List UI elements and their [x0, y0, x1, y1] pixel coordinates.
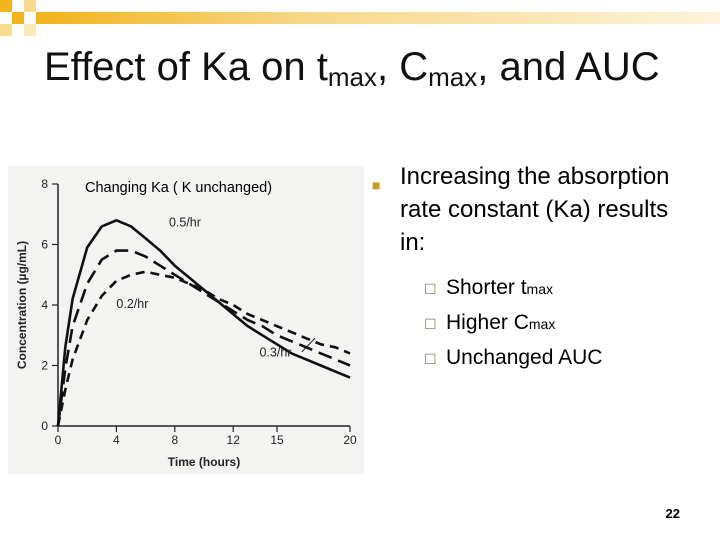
x-tick-label: 15: [270, 433, 284, 447]
checkbox-icon: ☐: [424, 351, 437, 367]
title-text: , and AUC: [477, 45, 660, 89]
sub-bullet-subscript: max: [526, 281, 553, 297]
square-bullet-icon: ■: [372, 177, 381, 193]
sub-bullet-item: ☐ Shorter t max: [424, 271, 712, 306]
checkbox-icon: ☐: [424, 281, 437, 297]
y-tick-label: 2: [41, 359, 48, 373]
series-line-1: [56, 219, 351, 427]
corner-square: [0, 24, 12, 36]
checkbox-icon: ☐: [424, 316, 437, 332]
sub-bullet-text: Higher C: [446, 311, 529, 334]
sub-bullet-text: Shorter t: [446, 276, 527, 299]
y-tick-label: 6: [41, 238, 48, 252]
curve-annotation: 0.2/hr: [116, 297, 148, 311]
series-line-3: [56, 270, 351, 427]
curve-annotation: 0.5/hr: [169, 215, 201, 229]
chart-svg: 0 2 4 6 8 0 4 8 12 15 20 Time (hours) Concentration …: [15, 177, 357, 469]
y-tick-label: 4: [41, 298, 48, 312]
corner-square: [12, 12, 24, 24]
bullet-text: Increasing the absorption rate constant …: [400, 163, 670, 256]
x-tick-label: 0: [55, 433, 62, 447]
x-tick-label: 4: [113, 433, 120, 447]
sub-bullet-text: Unchanged AUC: [446, 346, 603, 369]
sub-bullet-subscript: max: [528, 316, 556, 332]
x-tick-label: 8: [171, 433, 178, 447]
title-text: , C: [377, 45, 429, 89]
y-tick-label: 0: [41, 419, 48, 433]
title-text: Effect of Ka on t: [44, 45, 328, 89]
title-subscript: max: [327, 62, 378, 92]
x-tick-label: 20: [343, 433, 357, 447]
corner-square: [24, 24, 36, 36]
curve-annotation: 0.3/hr: [259, 345, 291, 359]
x-axis-label: Time (hours): [168, 455, 240, 469]
x-tick-label: 12: [227, 433, 241, 447]
slide-title: Effect of Ka on tmax, Cmax, and AUC: [44, 42, 684, 102]
sub-bullet-item: ☐ Unchanged AUC: [424, 341, 712, 376]
corner-square: [24, 0, 36, 12]
corner-square: [0, 0, 12, 12]
top-accent-bar: [36, 12, 720, 24]
annotation-pointer: [301, 337, 316, 353]
page-number: 22: [665, 506, 680, 521]
series-line-2: [56, 249, 351, 427]
concentration-time-chart: 0 2 4 6 8 0 4 8 12 15 20 Time (hours) Concentration …: [8, 166, 364, 474]
y-tick-label: 8: [41, 177, 48, 191]
bullet-list: ■ Increasing the absorption rate constan…: [372, 160, 712, 376]
bullet-item: ■ Increasing the absorption rate constan…: [372, 160, 712, 259]
chart-caption: Changing Ka ( K unchanged): [85, 180, 273, 196]
y-axis-label: Concentration (µg/mL): [15, 241, 29, 369]
title-subscript: max: [428, 62, 478, 92]
